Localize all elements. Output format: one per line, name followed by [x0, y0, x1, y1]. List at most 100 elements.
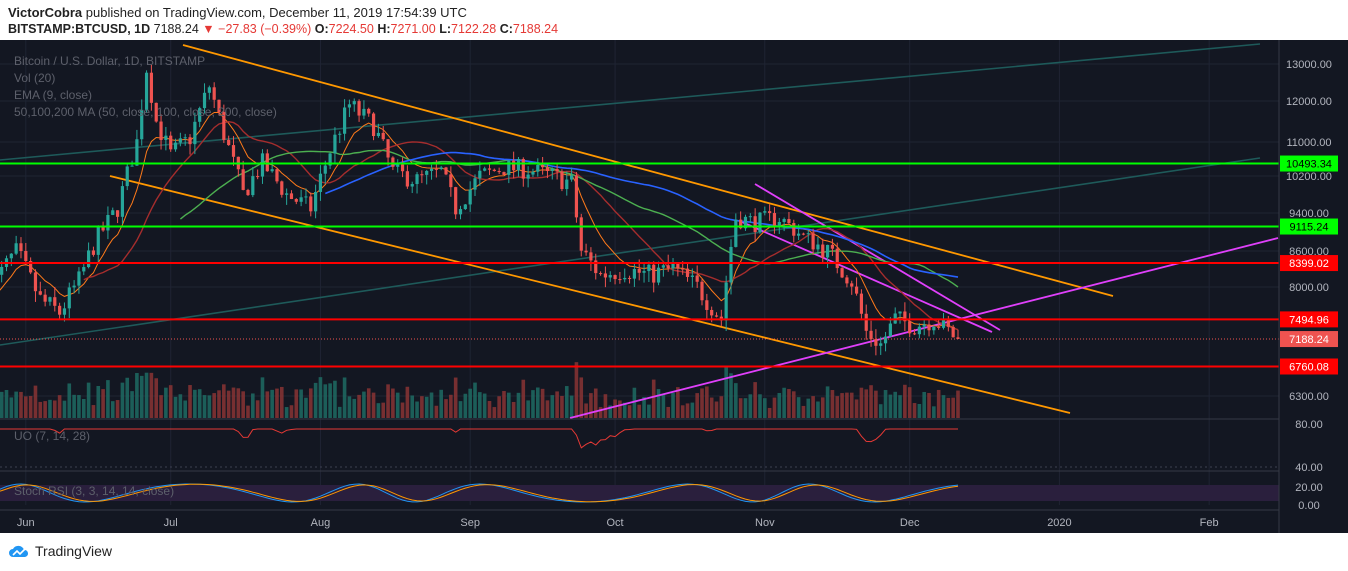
candle	[478, 170, 482, 179]
volume-bar	[304, 397, 308, 418]
volume-bar	[197, 389, 202, 418]
candle	[801, 233, 806, 235]
volume-bar	[791, 391, 796, 418]
volume-bar	[705, 386, 709, 418]
level-label: 7188.24	[1289, 334, 1329, 346]
candle	[120, 186, 125, 217]
candle	[792, 223, 796, 236]
candle	[797, 233, 801, 236]
volume-bar	[67, 383, 72, 418]
candle	[458, 209, 463, 215]
candle	[202, 92, 207, 109]
candle	[864, 313, 868, 331]
volume-bar	[400, 402, 405, 418]
price-tick: 8600.00	[1289, 246, 1329, 258]
author-name[interactable]: VictorCobra	[8, 5, 83, 20]
candle	[705, 300, 709, 310]
volume-bar	[299, 389, 303, 418]
volume-bar	[893, 391, 898, 418]
volume-bar	[0, 391, 4, 418]
change-down-icon: ▼	[202, 22, 215, 36]
candle	[690, 275, 694, 277]
volume-bar	[188, 385, 192, 418]
candle	[0, 266, 4, 275]
volume-bar	[444, 399, 448, 418]
candle	[782, 218, 786, 222]
candle	[454, 187, 458, 215]
candle	[246, 189, 250, 196]
candle	[594, 260, 598, 274]
candle	[405, 171, 409, 187]
volume-bar	[96, 386, 101, 418]
magenta-wedge-upper	[754, 183, 1001, 331]
volume-bar	[222, 384, 226, 418]
volume-bar	[308, 388, 313, 418]
time-tick: Nov	[755, 517, 775, 529]
volume-bar	[492, 407, 497, 418]
volume-bar	[888, 394, 893, 418]
candle	[835, 248, 839, 269]
candle	[869, 330, 873, 340]
candle	[946, 318, 950, 327]
time-tick: Jul	[164, 517, 178, 529]
volume-bar	[424, 396, 429, 418]
volume-bar	[729, 373, 733, 418]
volume-bar	[637, 404, 642, 418]
candle	[734, 219, 738, 247]
chart-area[interactable]: 13000.00 12000.00 11000.00 10200.00 9400.00 8…	[0, 40, 1348, 533]
volume-bar	[922, 391, 926, 418]
volume-bar	[376, 403, 381, 418]
time-axis: Jun Jul Aug Sep Oct Nov Dec 2020 Feb	[0, 509, 1279, 529]
chart-svg[interactable]: 13000.00 12000.00 11000.00 10200.00 9400.00 8…	[0, 40, 1348, 533]
close-label: C:	[499, 22, 513, 36]
candle	[497, 171, 501, 173]
volume-bar	[62, 400, 67, 418]
volume-bar	[642, 397, 646, 418]
volume-bar	[33, 385, 38, 418]
volume-bar	[516, 392, 521, 418]
candle	[816, 244, 820, 250]
volume-bar	[178, 394, 183, 418]
uo-label: UO (7, 14, 28)	[14, 429, 90, 443]
volume-bar	[183, 400, 187, 418]
candle	[763, 211, 767, 213]
volume-bar	[946, 397, 951, 418]
volume-bar	[391, 388, 395, 418]
candle	[43, 294, 47, 302]
volume-bar	[164, 387, 168, 418]
volume-bar	[613, 399, 617, 418]
candle	[811, 233, 815, 250]
volume-bar	[405, 386, 410, 418]
volume-bar	[796, 397, 801, 418]
tradingview-logo[interactable]: TradingView	[8, 543, 112, 559]
candle	[603, 273, 608, 278]
volume-bar	[270, 389, 274, 418]
volume-bar	[709, 397, 714, 418]
candle	[570, 175, 574, 180]
candle	[231, 145, 236, 157]
candle	[724, 282, 728, 321]
volume-bar	[212, 393, 216, 418]
candle	[48, 297, 52, 302]
candle	[661, 265, 665, 268]
volume-bar	[328, 383, 332, 418]
candle	[178, 138, 182, 143]
volume-bar	[787, 389, 791, 418]
volume-bar	[593, 388, 598, 418]
candle	[598, 273, 603, 275]
volume-bar	[28, 396, 33, 418]
candle	[526, 174, 530, 179]
volume-bar	[656, 389, 661, 418]
open-label: O:	[314, 22, 329, 36]
volume-bar	[695, 393, 699, 418]
volume-bar	[936, 389, 941, 418]
volume-bar	[482, 393, 487, 418]
volume-bar	[463, 393, 468, 418]
ema-9-line	[0, 111, 959, 331]
candle	[743, 216, 748, 229]
candle	[410, 184, 414, 187]
volume-bar	[429, 392, 434, 418]
level-tag	[1280, 218, 1338, 235]
candle	[444, 167, 448, 175]
volume-bar	[9, 397, 14, 418]
